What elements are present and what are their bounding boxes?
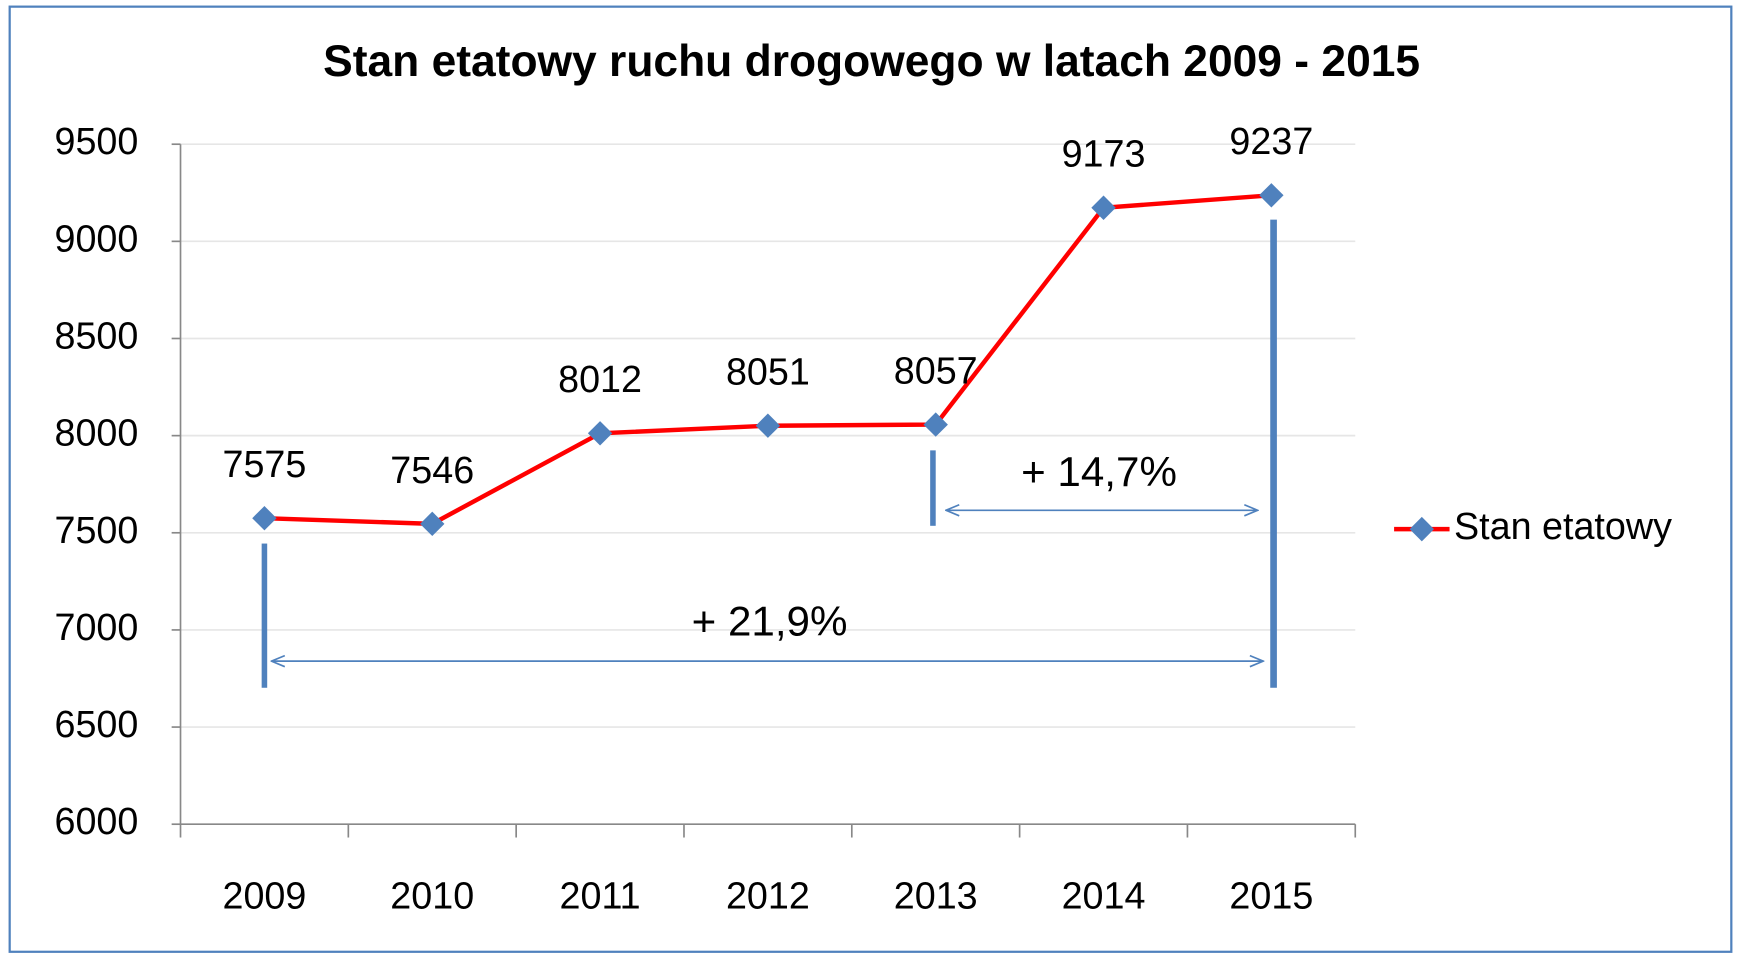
data-point xyxy=(1259,183,1284,208)
legend-label: Stan etatowy xyxy=(1454,505,1672,547)
annotation-layer: + 14,7% + 21,9% xyxy=(261,219,1277,688)
x-tick-label: 2010 xyxy=(390,875,474,917)
x-tick-label: 2012 xyxy=(726,875,810,917)
data-label: 8012 xyxy=(558,358,642,400)
y-tick-label: 6500 xyxy=(54,703,138,745)
data-label: 7575 xyxy=(222,443,306,485)
data-label: 8057 xyxy=(894,350,978,392)
x-tick-label: 2011 xyxy=(560,875,641,917)
x-tick-label: 2015 xyxy=(1229,875,1313,917)
data-label: 8051 xyxy=(726,351,810,393)
annotation: + 21,9% xyxy=(692,598,848,645)
annotation: + 14,7% xyxy=(1021,448,1177,495)
chart-border xyxy=(8,5,1733,953)
y-tick-label: 9500 xyxy=(54,120,138,162)
plot: 7575 7546 8012 8051 8057 9173 9237 Stan etatowy xyxy=(222,120,1672,547)
x-tick-label: 2009 xyxy=(222,875,306,917)
annotation-bar xyxy=(261,543,268,688)
x-tick-label: 2013 xyxy=(894,875,978,917)
chart-title: Stan etatowy ruchu drogowego w latach 20… xyxy=(323,37,1420,86)
data-label: 9173 xyxy=(1062,133,1146,175)
x-tick-label: 2014 xyxy=(1062,875,1146,917)
data-label: 9237 xyxy=(1229,120,1313,162)
grid: 6000 6500 7000 7500 8000 8500 9000 9500 2009 2010… xyxy=(54,120,1357,917)
annotation-bar xyxy=(930,450,936,526)
y-tick-label: 6000 xyxy=(54,800,138,842)
y-tick-label: 7500 xyxy=(54,509,138,551)
y-tick-label: 9000 xyxy=(54,217,138,259)
data-point xyxy=(923,412,948,437)
y-tick-label: 7000 xyxy=(54,606,138,648)
data-point xyxy=(1091,195,1116,220)
annotation-bar xyxy=(1270,219,1277,688)
data-label: 7546 xyxy=(390,449,474,491)
y-tick-label: 8000 xyxy=(54,412,138,454)
data-point xyxy=(587,421,613,446)
y-tick-label: 8500 xyxy=(54,314,138,356)
data-point xyxy=(420,511,445,537)
